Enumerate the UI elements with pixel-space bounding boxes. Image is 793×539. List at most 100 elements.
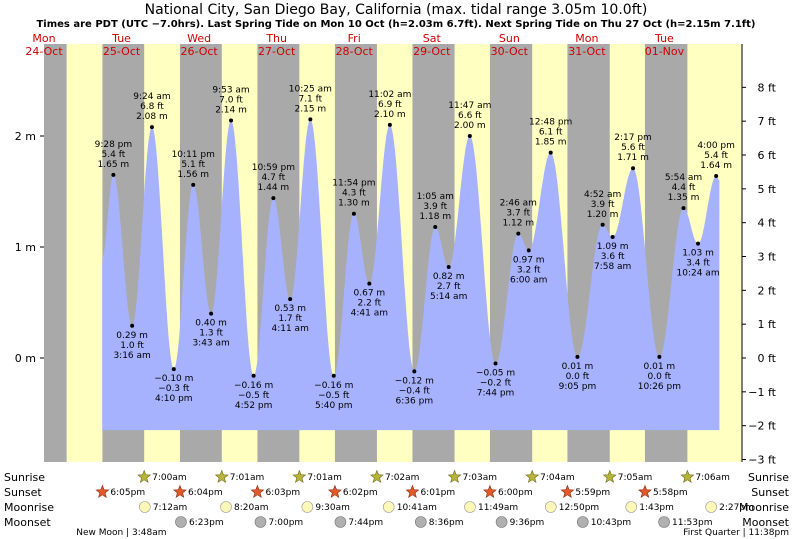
extremum-dot-29 [696,241,701,246]
chart-subtitle: Times are PDT (UTC −7.0hrs). Last Spring… [36,19,755,30]
chart-title: National City, San Diego Bay, California… [145,2,648,18]
extremum-label-0-0: 9:28 pm [95,140,133,150]
moonrise-icon-1 [220,501,232,513]
sunset-time-6: 5:59pm [575,488,610,498]
extremum-label-27-0: 0.01 m [644,362,676,372]
extremum-label-23-2: 9:05 pm [559,382,597,392]
extremum-label-3-0: −0.10 m [154,374,193,384]
sunrise-icon-6 [602,469,617,483]
moonrise-time-4: 11:49am [478,503,518,513]
moon-phase-0: New Moon | 3:48am [76,528,166,538]
extremum-label-21-1: 3.2 ft [517,265,541,275]
sunset-time-0: 6:05pm [110,488,145,498]
day-label-0: Mon [32,32,55,45]
right-tick-label-2: −1 ft [748,386,776,399]
extremum-label-2-0: 9:24 am [133,92,170,102]
moonrise-time-5: 12:50pm [559,503,599,513]
extremum-label-30-2: 1.64 m [700,161,732,171]
extremum-label-24-0: 4:52 am [584,190,621,200]
row-label-left-1: Sunset [4,486,42,499]
extremum-dot-25 [610,235,615,240]
moonset-icon-4 [495,516,508,528]
extremum-label-14-2: 2.10 m [374,110,406,120]
extremum-label-14-1: 6.9 ft [378,100,402,110]
extremum-dot-17 [446,264,451,269]
extremum-label-15-2: 6:36 pm [396,396,434,406]
sunset-time-2: 6:03pm [265,488,300,498]
sunrise-icon-3 [370,469,384,483]
day-label-3: Thu [265,32,287,45]
moonrise-time-1: 8:20am [234,503,269,513]
extremum-label-29-0: 1.03 m [682,249,714,259]
extremum-dot-24 [600,222,605,227]
extremum-dot-5 [209,311,214,316]
moon-phase-1: First Quarter | 11:38pm [683,528,789,538]
date-label-7: 31-Oct [568,45,606,58]
extremum-label-23-1: 0.0 ft [566,372,590,382]
extremum-label-26-0: 2:17 pm [614,133,652,143]
extremum-label-22-0: 12:48 pm [529,118,572,128]
sunrise-time-4: 7:03am [463,473,498,483]
extremum-label-0-2: 1.65 m [98,160,130,170]
right-tick-label-9: 6 ft [758,149,777,162]
row-label-right-1: Sunset [751,486,789,499]
extremum-label-13-0: 0.67 m [354,289,386,299]
extremum-label-22-1: 6.1 ft [539,128,563,138]
extremum-label-23-0: 0.01 m [562,362,594,372]
extremum-label-21-2: 6:00 am [510,275,547,285]
extremum-label-1-2: 3:16 am [113,351,150,361]
extremum-label-4-2: 1.56 m [177,170,209,180]
extremum-label-27-1: 0.0 ft [648,372,672,382]
date-label-8: 01-Nov [645,45,685,58]
extremum-dot-27 [657,354,662,359]
extremum-label-10-2: 2.15 m [295,104,327,114]
extremum-dot-7 [251,373,256,378]
moonset-icon-6 [658,516,670,528]
extremum-label-17-0: 0.82 m [433,272,465,282]
extremum-label-6-2: 2.14 m [215,105,247,115]
moonset-time-5: 10:43pm [591,518,631,528]
extremum-label-16-2: 1.18 m [419,212,451,222]
extremum-label-29-2: 10:24 am [677,269,720,279]
day-label-1: Tue [111,32,131,45]
date-label-3: 27-Oct [258,45,296,58]
extremum-label-4-1: 5.1 ft [181,160,205,170]
extremum-label-24-2: 1.20 m [587,210,619,220]
right-tick-label-8: 5 ft [758,183,777,196]
extremum-dot-8 [271,196,276,201]
axes: 0 m 1 m 2 m −3 ft −2 ft −1 ft 0 ft 1 ft 2 ft 3 ft… [15,81,777,466]
sunset-time-3: 6:02pm [343,488,378,498]
extremum-dot-13 [367,281,372,286]
moonset-icon-3 [414,516,427,528]
extremum-label-19-0: −0.05 m [476,369,515,379]
sunrise-time-0: 7:00am [152,473,187,483]
moonset-icon-1 [254,516,267,528]
extremum-label-17-1: 2.7 ft [437,282,461,292]
row-label-left-3: Moonset [4,516,51,529]
day-label-5: Sat [423,32,442,45]
extremum-label-26-2: 1.71 m [617,153,649,163]
extremum-label-30-1: 5.4 ft [704,151,728,161]
date-label-6: 30-Oct [491,45,529,58]
extremum-label-28-0: 5:54 am [665,173,702,183]
extremum-label-28-1: 4.4 ft [672,183,696,193]
extremum-dot-22 [548,150,553,155]
sunset-icon-7 [638,484,652,498]
extremum-label-10-0: 10:25 am [289,84,332,94]
sunrise-time-1: 7:01am [230,473,265,483]
extremum-dot-2 [149,125,154,130]
moonset-time-1: 7:00pm [269,518,304,528]
day-label-8: Tue [654,32,674,45]
day-label-6: Sun [499,32,520,45]
extremum-label-10-1: 7.1 ft [298,94,322,104]
right-tick-label-10: 7 ft [758,115,777,128]
date-label-2: 26-Oct [180,45,218,58]
moonset-icon-0 [175,516,187,528]
date-label-5: 29-Oct [413,45,451,58]
extremum-label-15-1: −0.4 ft [399,386,431,396]
extremum-label-17-2: 5:14 am [430,292,467,302]
extremum-label-5-0: 0.40 m [195,319,227,329]
row-label-left-2: Moonrise [4,501,54,514]
sunset-icon-2 [250,484,265,498]
